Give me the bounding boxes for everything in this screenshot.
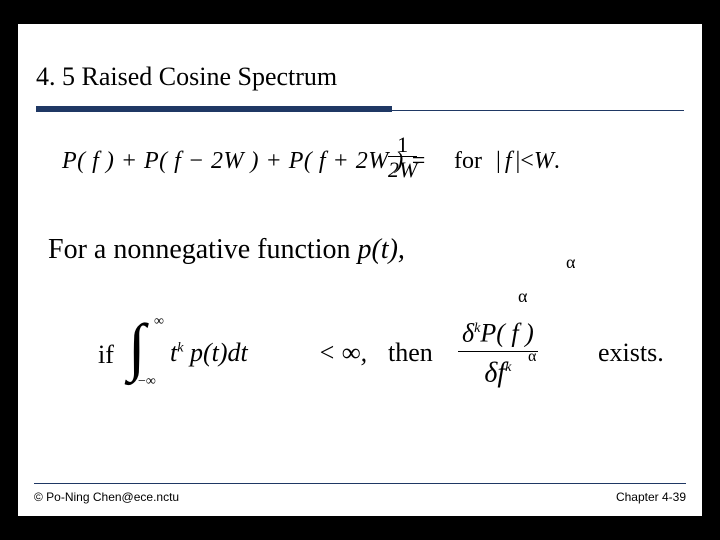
title-rule-thin [392, 110, 684, 111]
footer-rule [34, 483, 686, 484]
nonnegative-function-text: For a nonnegative function p(t), [48, 234, 405, 266]
frac-den-exp: k [505, 360, 511, 375]
frac-num-delta: δ [462, 319, 474, 348]
integral-upper-limit: ∞ [154, 314, 164, 330]
eq3-then: then [388, 338, 433, 368]
eq1-condition: |f|<W. [496, 148, 560, 175]
eq1-frac-den: 2W [388, 156, 417, 183]
line2-fn: p(t), [357, 234, 404, 265]
eq3-less-than-infty: < ∞, [318, 338, 367, 368]
eq3-derivative-fraction: δkP( f ) δfk [458, 314, 538, 389]
eq1-lhs: P( f ) + P( f − 2W ) + P( f + 2W ) = [62, 148, 427, 175]
equation-spectrum-condition: P( f ) + P( f − 2W ) + P( f + 2W ) = 1 2… [62, 134, 622, 194]
alpha-symbol-1: α [566, 252, 575, 273]
eq1-for: for [454, 148, 482, 175]
frac-num-P: P( f ) [480, 319, 533, 348]
integrand-rest: p(t)dt [183, 338, 247, 367]
line2-prefix: For a nonnegative function [48, 234, 357, 265]
integral-lower-limit: −∞ [138, 374, 156, 390]
alpha-symbol-2: α [518, 286, 527, 307]
footer-copyright: © Po-Ning Chen@ece.nctu [34, 490, 179, 504]
eq3-exists: exists. [598, 338, 664, 368]
integrand: tk p(t)dt [170, 338, 248, 368]
frac-den-delta: δf [484, 357, 505, 388]
footer-page-number: Chapter 4-39 [616, 490, 686, 504]
eq1-rhs-fraction: 1 2W [388, 134, 417, 183]
eq1-frac-num: 1 [388, 134, 417, 156]
title-rule-thick [36, 106, 392, 112]
slide-body: 4. 5 Raised Cosine Spectrum P( f ) + P( … [18, 24, 702, 516]
equation-derivative-exists: if ∫ ∞ −∞ tk p(t)dt < ∞, then δkP( f ) δ… [98, 316, 658, 396]
eq3-if: if [98, 340, 114, 370]
integral-symbol: ∫ [128, 310, 146, 384]
slide-title: 4. 5 Raised Cosine Spectrum [36, 62, 337, 92]
